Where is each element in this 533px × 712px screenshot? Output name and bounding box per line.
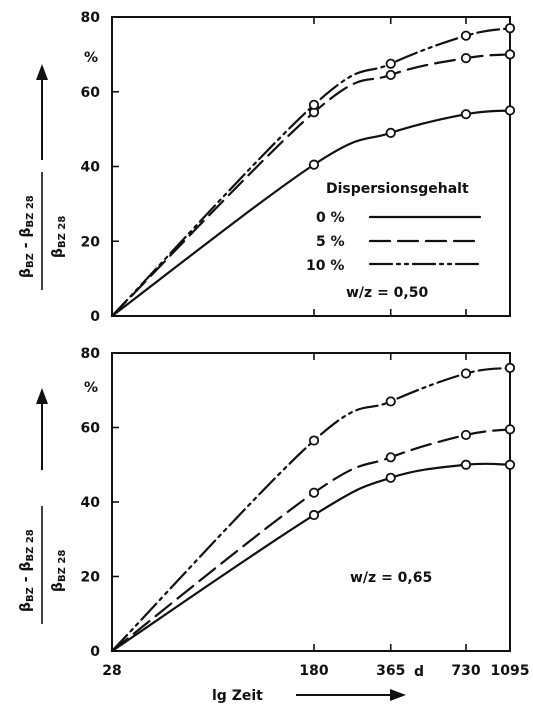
data-point	[504, 424, 516, 435]
data-point	[504, 459, 516, 470]
series-markers	[308, 23, 516, 170]
y-tick-label: 20	[81, 234, 101, 250]
y-tick-label: 80	[81, 346, 101, 362]
data-point	[308, 159, 320, 170]
y-label-numerator: βBZ - βBZ 28	[18, 195, 36, 278]
data-point	[460, 429, 472, 441]
data-point	[385, 396, 396, 407]
y-tick-label: 20	[81, 570, 101, 586]
data-point	[460, 459, 472, 470]
data-point	[308, 435, 320, 446]
data-point	[385, 58, 396, 69]
y-arrow-head	[36, 388, 48, 404]
data-point	[460, 53, 472, 64]
annotation-wz: w/z = 0,50	[346, 285, 428, 301]
y-tick-label: 0	[90, 644, 100, 660]
series-line-2	[110, 366, 512, 653]
series-lines	[110, 366, 512, 653]
chart-panel-bottom: 0 20 40 60 80 28 180 365 730 1095 % βBZ - βBZ 28…	[18, 346, 529, 704]
y-axis-label: βBZ - βBZ 28 βBZ 28	[18, 388, 68, 624]
annotation-wz: w/z = 0,65	[350, 570, 432, 586]
data-point	[504, 362, 516, 373]
y-tick-label: 60	[81, 85, 101, 101]
y-tick-label: 40	[81, 495, 101, 511]
series-line-1	[110, 428, 512, 653]
data-point	[460, 368, 472, 379]
x-unit: d	[414, 664, 424, 680]
data-point	[308, 487, 320, 498]
y-unit: %	[84, 50, 98, 66]
y-tick-label: 40	[81, 160, 101, 176]
x-tick-label: 365	[376, 663, 405, 679]
data-point	[308, 99, 320, 110]
y-axis-label: βBZ - βBZ 28 βBZ 28	[18, 64, 68, 290]
data-point	[308, 509, 320, 521]
data-point	[504, 23, 516, 34]
data-point	[460, 30, 472, 41]
y-ticks: 0 20 40 60 80	[81, 10, 511, 325]
data-point	[385, 127, 396, 138]
x-label: lg Zeit	[212, 688, 263, 704]
y-arrow-head	[36, 64, 48, 80]
legend: Dispersionsgehalt 0 % 5 % 10 %	[306, 181, 482, 274]
data-point	[385, 472, 396, 483]
legend-label-1: 5 %	[316, 234, 345, 250]
series-markers	[308, 362, 516, 521]
data-point	[504, 49, 516, 60]
y-label-denominator: βBZ 28	[50, 216, 68, 258]
legend-label-0: 0 %	[316, 210, 345, 226]
y-tick-label: 0	[90, 309, 100, 325]
y-unit: %	[84, 380, 98, 396]
series-line-0	[110, 109, 512, 318]
y-label-numerator: βBZ - βBZ 28	[18, 529, 36, 612]
x-tick-label: 180	[299, 663, 328, 679]
x-tick-label: 28	[102, 663, 121, 679]
data-point	[385, 452, 396, 463]
legend-label-2: 10 %	[306, 258, 344, 274]
x-arrow-head	[390, 689, 406, 701]
y-tick-label: 80	[81, 10, 101, 26]
series-line-2	[110, 27, 512, 318]
x-ticks: 28 180 365 730 1095	[102, 353, 529, 679]
y-ticks: 0 20 40 60 80	[81, 346, 119, 660]
legend-title: Dispersionsgehalt	[326, 181, 469, 197]
plot-frame	[111, 352, 511, 652]
x-axis-label: lg Zeit	[212, 688, 406, 704]
data-point	[504, 105, 516, 116]
data-point	[385, 69, 396, 81]
y-tick-label: 60	[81, 421, 101, 437]
y-label-denominator: βBZ 28	[50, 550, 68, 592]
x-tick-label: 730	[451, 663, 480, 679]
data-point	[460, 109, 472, 120]
chart-panel-top: 0 20 40 60 80 % βBZ - βBZ 28 βBZ 28 Dispersi…	[18, 10, 516, 325]
x-tick-label: 1095	[491, 663, 530, 679]
